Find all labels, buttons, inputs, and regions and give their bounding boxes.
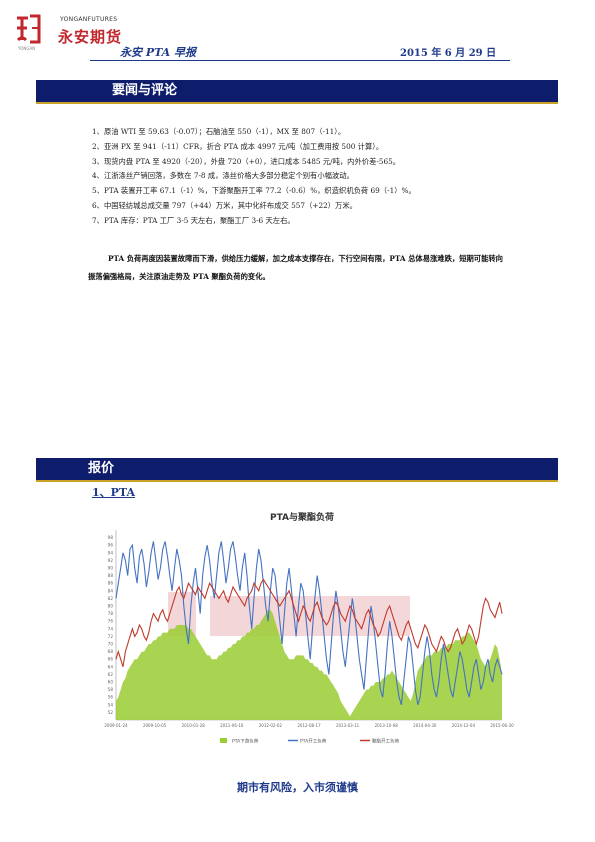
news-item: 7、PTA 库存：PTA 工厂 3-5 天左右，聚酯工厂 3-6 天左右。	[92, 215, 295, 225]
news-item: 2、亚洲 PX 至 941（-11）CFR，折合 PTA 成本 4997 元/吨…	[92, 141, 384, 151]
yongan-logo-icon	[14, 12, 42, 46]
news-section-header: 要闻与评论	[36, 80, 558, 104]
series-line-pta-load	[115, 541, 503, 705]
report-title: 永安 PTA 早报	[120, 46, 197, 59]
x-tick-label: 2009-01-24	[104, 723, 128, 728]
pta-subheading: 1、PTA	[92, 486, 136, 499]
y-tick-label: 96	[108, 543, 114, 548]
commentary-text: PTA 负荷再度因装置故障而下滑，供给压力缓解，加之成本支撑存在，下行空间有限，…	[88, 254, 503, 281]
price-section-header: 报价	[36, 458, 558, 482]
logo-subtext: YONGAN	[18, 46, 36, 51]
chart-legend: PTA下游负荷 PTA开工负荷 聚酯开工负荷	[220, 738, 399, 745]
risk-warning-text: 期市有风险，入市须谨慎	[237, 781, 358, 794]
x-tick-label: 2011-06-16	[220, 723, 244, 728]
y-tick-label: 84	[108, 588, 114, 593]
logo-chinese-name: 永安期货	[58, 28, 123, 46]
watermark-logo	[168, 592, 410, 636]
news-item: 5、PTA 装置开工率 67.1（-1）%，下游聚酯开工率 77.2（-0.6）…	[92, 186, 416, 196]
x-tick-label: 2013-03-11	[336, 723, 360, 728]
y-tick-label: 86	[108, 581, 114, 586]
x-tick-label: 2012-08-17	[297, 723, 321, 728]
legend-swatch	[220, 738, 227, 743]
y-tick-label: 76	[108, 619, 114, 624]
y-tick-label: 74	[108, 626, 114, 631]
legend-label: PTA开工负荷	[300, 738, 327, 745]
x-tick-label: 2014-12-04	[452, 723, 476, 728]
header-divider	[90, 60, 510, 61]
y-tick-label: 52	[108, 710, 114, 715]
y-tick-label: 68	[108, 649, 114, 654]
plot-area	[115, 541, 503, 720]
report-date: 2015 年 6 月 29 日	[400, 48, 497, 59]
y-tick-label: 78	[108, 611, 114, 616]
y-tick-label: 60	[108, 680, 114, 685]
chart-svg: PTA与聚酯负荷 52 54 56 58 60 62 64 66 68 70 72 74 76 78 80 8…	[90, 502, 514, 755]
news-item: 6、中国轻纺城总成交量 797（+44）万米，其中化纤布成交 557（+22）万…	[92, 200, 357, 210]
commentary-block: PTA 负荷再度因装置故障而下滑，供给压力缓解，加之成本支撑存在，下行空间有限，…	[88, 250, 508, 286]
y-tick-label: 54	[108, 702, 114, 707]
y-tick-label: 82	[108, 596, 114, 601]
y-tick-label: 94	[108, 550, 114, 555]
news-section-title: 要闻与评论	[112, 83, 178, 98]
legend-label: 聚酯开工负荷	[372, 738, 399, 745]
y-tick-label: 66	[108, 657, 114, 662]
news-item: 4、江浙涤丝产销回落，多数在 7-8 成，涤丝价格大多部分稳定个别有小幅波动。	[92, 171, 354, 181]
series-area-downstream-load	[116, 609, 502, 720]
x-tick-label: 2013-10-08	[375, 723, 399, 728]
y-axis: 52 54 56 58 60 62 64 66 68 70 72 74 76 78 80 82 84 86 88 90…	[108, 530, 117, 720]
news-item: 3、现货内盘 PTA 至 4920（-20），外盘 720（+0），进口成本 5…	[92, 156, 401, 166]
y-tick-label: 58	[108, 687, 114, 692]
pta-load-chart: PTA与聚酯负荷 52 54 56 58 60 62 64 66 68 70 72 74 76 78 80 8…	[90, 502, 514, 755]
logo-english-name: YONGANFUTURES	[60, 16, 118, 23]
legend-label: PTA下游负荷	[232, 738, 259, 745]
company-logo: YONGANFUTURES 永安期货 YONGAN	[14, 12, 144, 51]
news-item: 1、原油 WTI 至 59.63（-0.07）；石脑油至 550（-1），MX …	[92, 127, 346, 136]
risk-warning-footer: 期市有风险，入市须谨慎	[0, 779, 595, 795]
y-tick-label: 92	[108, 558, 114, 563]
y-tick-label: 90	[108, 566, 114, 571]
x-tick-label: 2009-10-05	[143, 723, 167, 728]
y-tick-label: 70	[108, 642, 114, 647]
y-tick-label: 80	[108, 604, 114, 609]
x-tick-label: 2010-01-28	[182, 723, 206, 728]
x-tick-label: 2015-06-30	[490, 723, 514, 728]
y-tick-label: 64	[108, 664, 114, 669]
y-tick-label: 56	[108, 695, 114, 700]
y-tick-label: 98	[108, 535, 114, 540]
x-tick-label: 2014-04-30	[413, 723, 437, 728]
y-tick-label: 88	[108, 573, 114, 578]
y-tick-label: 72	[108, 634, 114, 639]
y-tick-label: 62	[108, 672, 114, 677]
price-section-title: 报价	[88, 461, 115, 476]
news-list: 1、原油 WTI 至 59.63（-0.07）；石脑油至 550（-1），MX …	[92, 125, 572, 229]
x-tick-label: 2012-02-02	[259, 723, 283, 728]
chart-title: PTA与聚酯负荷	[270, 511, 334, 523]
series-line-polyester-load	[115, 578, 503, 667]
